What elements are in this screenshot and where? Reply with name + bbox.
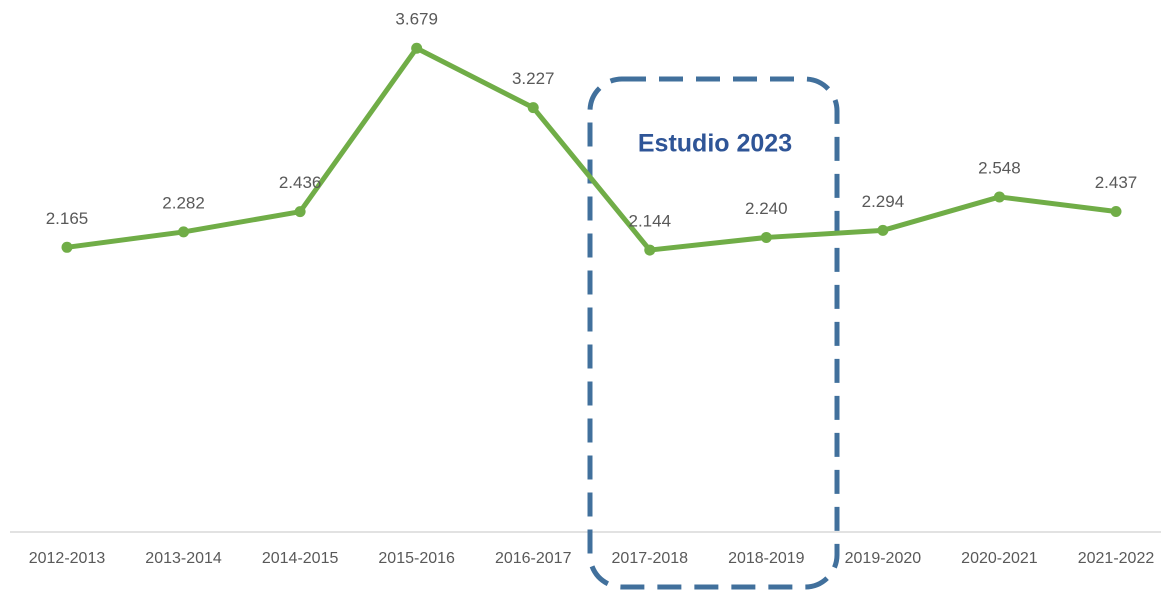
point xyxy=(294,206,306,218)
x-tick-label: 2017-2018 xyxy=(612,550,689,567)
x-tick-label: 2021-2022 xyxy=(1078,550,1155,567)
point xyxy=(527,102,539,114)
data-label: 2.436 xyxy=(279,173,322,192)
data-label: 2.294 xyxy=(862,192,905,211)
data-label: 3.679 xyxy=(395,10,438,29)
x-tick-label: 2020-2021 xyxy=(961,550,1038,567)
data-label: 2.240 xyxy=(745,199,788,218)
x-tick-label: 2016-2017 xyxy=(495,550,572,567)
point xyxy=(760,231,772,243)
highlight-box xyxy=(587,76,840,590)
point xyxy=(993,191,1005,203)
x-tick-label: 2019-2020 xyxy=(845,550,922,567)
point xyxy=(411,42,423,54)
data-label: 2.437 xyxy=(1095,173,1138,192)
x-tick-label: 2012-2013 xyxy=(29,550,106,567)
x-tick-label: 2018-2019 xyxy=(728,550,805,567)
x-tick-label: 2014-2015 xyxy=(262,550,339,567)
x-tick-label: 2015-2016 xyxy=(378,550,455,567)
data-label: 2.548 xyxy=(978,158,1021,177)
point xyxy=(61,241,73,253)
point xyxy=(178,226,190,238)
data-label: 2.282 xyxy=(162,193,205,212)
data-label: 3.227 xyxy=(512,69,555,88)
series-line xyxy=(66,45,1117,253)
x-tick-label: 2013-2014 xyxy=(145,550,222,567)
annotation: Estudio 2023 xyxy=(638,130,792,158)
point xyxy=(1110,206,1122,218)
point xyxy=(644,244,656,256)
data-label: 2.165 xyxy=(46,209,89,228)
data-label: 2.144 xyxy=(629,212,672,231)
point xyxy=(877,224,889,236)
